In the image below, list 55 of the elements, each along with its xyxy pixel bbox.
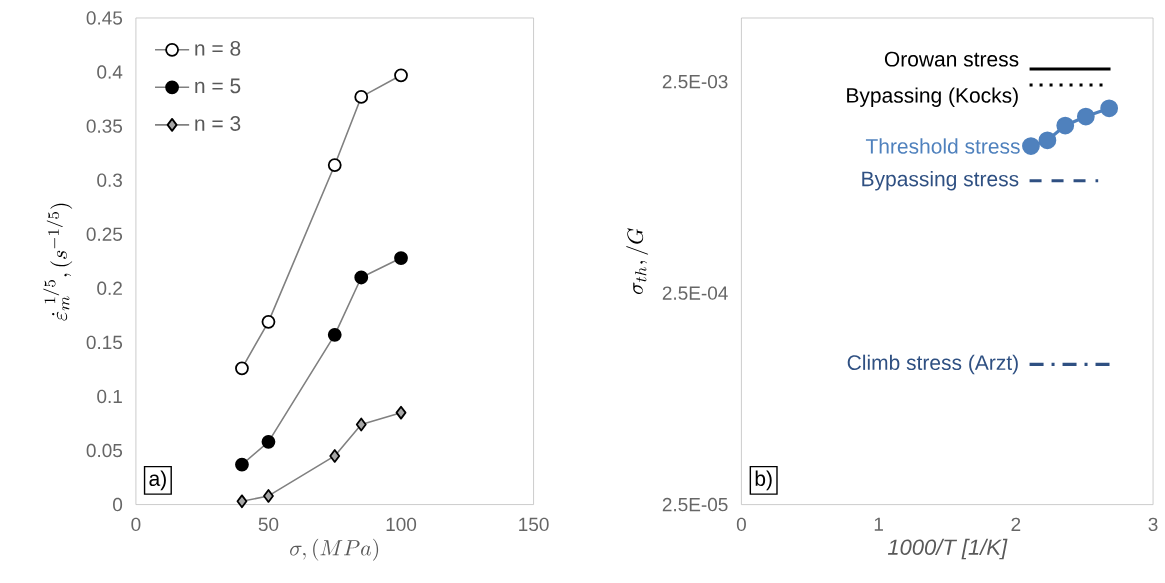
x-tick-label: 2: [1011, 517, 1021, 532]
point: [1100, 99, 1119, 118]
y-tick-label: 0.3: [97, 173, 122, 188]
point: [1056, 116, 1075, 135]
series-label: Bypassing stress: [862, 171, 1019, 191]
point: [327, 158, 342, 173]
series-label: Orowan stress: [884, 51, 1019, 67]
y-tick-label: 2.5E-04: [662, 286, 728, 301]
point: [1022, 137, 1040, 156]
point: [236, 494, 248, 509]
series-label: Threshold stress: [865, 138, 1020, 154]
y-tick-label: 2.5E-05: [662, 498, 728, 512]
point: [394, 251, 408, 266]
point: [354, 90, 369, 105]
y-tick-label: 0.25: [86, 227, 123, 242]
series-label: Bypassing (Kocks): [847, 87, 1018, 108]
x-tick-label: 0: [736, 517, 746, 532]
legend-label: n = 5: [195, 78, 241, 94]
point: [1076, 107, 1095, 126]
x-tick-label: 0: [131, 517, 141, 532]
x-tick-label: 3: [1148, 517, 1158, 532]
y-tick-label: 0.4: [97, 65, 123, 79]
point: [261, 315, 276, 329]
point: [327, 328, 342, 342]
x-tick-label: 1: [874, 517, 883, 531]
y-tick-label: 0.1: [97, 389, 122, 404]
point: [1038, 131, 1057, 150]
series-label: Climb stress (Arzt): [847, 354, 1018, 375]
y-tick-label: 0.05: [86, 444, 123, 458]
y-tick-label: 2.5E-03: [662, 75, 728, 89]
point: [355, 417, 367, 432]
annotation: a): [149, 470, 166, 491]
x-tick-label: 50: [258, 517, 279, 532]
point: [395, 406, 407, 420]
y-axis-title: $\dot{\varepsilon}_m^{\ 1/5},(s^{-1/5})$: [43, 203, 73, 321]
point: [394, 68, 408, 83]
x-axis-title: $\sigma,(MPa)$: [290, 539, 379, 561]
point: [261, 435, 276, 449]
point: [235, 361, 249, 376]
y-axis-title: $\sigma_{th},/G$: [626, 228, 649, 295]
y-tick-label: 0.35: [86, 119, 123, 134]
x-tick-label: 150: [519, 517, 549, 532]
point: [263, 489, 274, 504]
point: [354, 270, 369, 285]
y-tick-label: 0.15: [86, 335, 123, 350]
x-tick-label: 100: [386, 517, 417, 532]
legend-label: n = 3: [195, 116, 241, 132]
legend-label: n = 8: [195, 41, 241, 57]
y-tick-label: 0: [113, 498, 123, 512]
point: [235, 457, 249, 472]
x-axis-title: 1000/T [1/K]: [887, 539, 1008, 560]
annotation: b): [755, 470, 772, 491]
y-tick-label: 0.2: [97, 281, 122, 296]
point: [329, 449, 341, 464]
y-tick-label: 0.45: [86, 11, 123, 25]
